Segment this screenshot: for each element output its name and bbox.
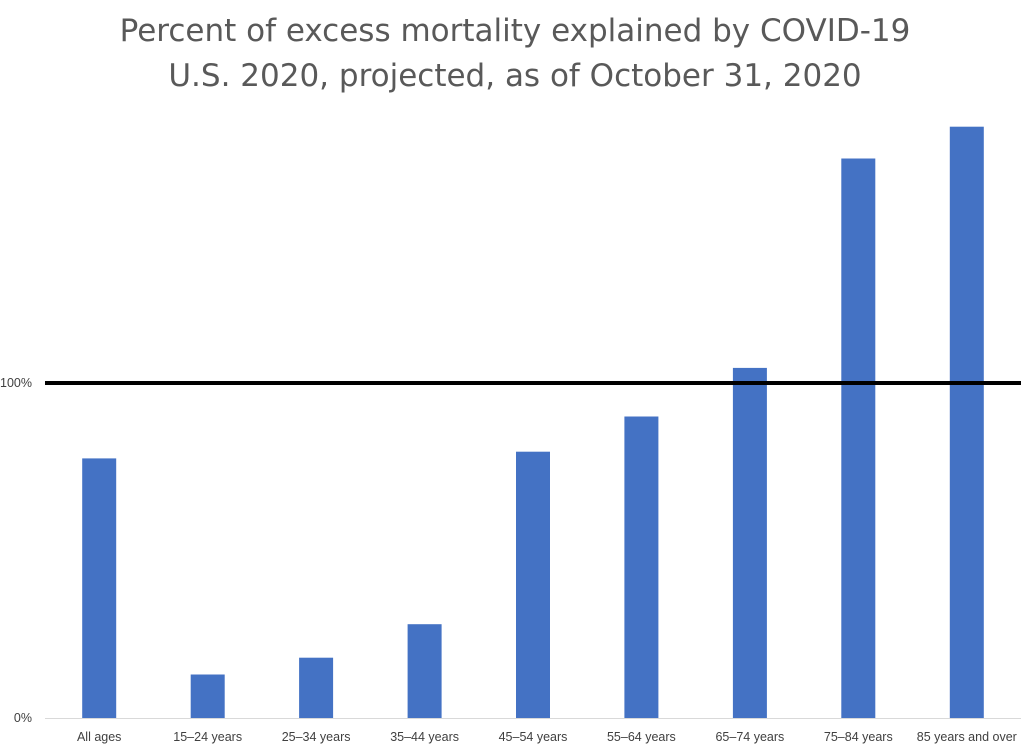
plot-area: 0% 100% All ages 15–24 years 25–34 years 35–4…: [0, 126, 1021, 744]
bar-5: [516, 451, 550, 718]
bar-7: [732, 367, 767, 718]
chart-title-line-2: U.S. 2020, projected, as of October 31, …: [168, 58, 861, 94]
y-tick-label-2: 100%: [0, 376, 32, 390]
x-tick-label-8: 75–84 years: [824, 730, 893, 744]
bar-9: [949, 126, 984, 718]
y-tick-label-1: 0%: [14, 711, 32, 725]
x-tick-label-4: 35–44 years: [390, 730, 459, 744]
x-tick-label-9: 85 years and over: [917, 730, 1017, 744]
bar-4: [407, 624, 442, 718]
x-tick-label-1: All ages: [77, 730, 121, 744]
bar-1: [82, 458, 117, 718]
bar-3: [299, 657, 334, 718]
bar-8: [841, 158, 876, 718]
chart-title-line-1: Percent of excess mortality explained by…: [120, 13, 911, 49]
bar-6: [624, 416, 659, 718]
x-tick-label-3: 25–34 years: [282, 730, 351, 744]
x-tick-label-2: 15–24 years: [173, 730, 242, 744]
bar-2: [190, 674, 225, 718]
x-tick-label-7: 65–74 years: [715, 730, 784, 744]
x-tick-label-5: 45–54 years: [499, 730, 568, 744]
x-tick-label-6: 55–64 years: [607, 730, 676, 744]
